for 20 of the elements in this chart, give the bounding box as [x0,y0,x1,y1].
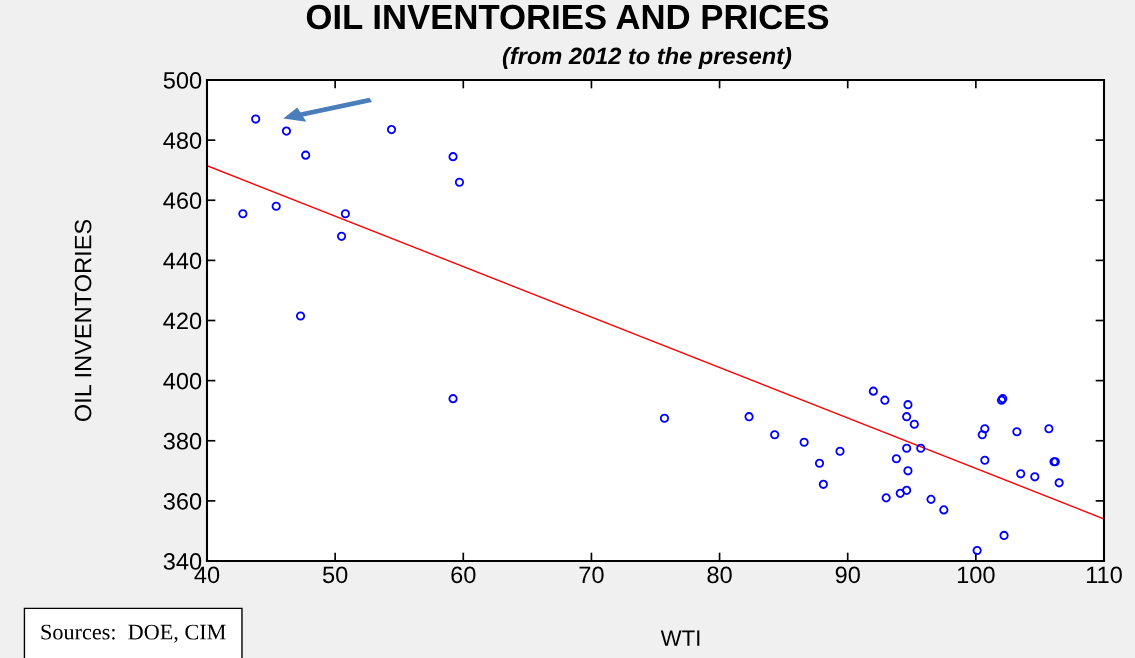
x-tick-label: 70 [579,566,604,584]
x-tick-label: 110 [1086,566,1122,584]
x-tick-label: 80 [707,566,732,584]
chart-title: OIL INVENTORIES AND PRICES [306,4,829,30]
x-tick-label: 60 [451,566,476,584]
y-tick-label: 500 [163,72,202,89]
chart-subtitle: (from 2012 to the present) [502,47,792,69]
x-tick-label: 50 [322,566,348,584]
y-tick-label: 360 [163,492,202,510]
y-tick-label: 380 [163,432,202,450]
y-tick-label: 480 [163,132,202,149]
source-note: Sources: DOE, CIM [41,624,226,643]
y-tick-label: 440 [163,252,202,270]
x-tick-label: 90 [835,566,860,584]
y-tick-label: 420 [163,312,202,330]
x-axis-title: WTI [660,630,700,646]
x-tick-label: 100 [957,566,995,584]
y-axis-title: OIL INVENTORIES [74,219,92,422]
y-tick-label: 460 [163,192,202,210]
y-tick-label: 400 [163,372,202,390]
